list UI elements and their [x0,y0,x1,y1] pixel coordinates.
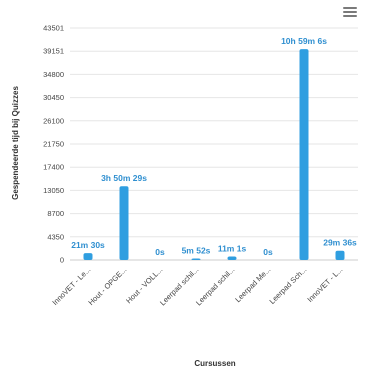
x-tick-label: Leerpad schil... [194,265,236,307]
bar[interactable] [83,253,93,260]
bar[interactable] [119,186,129,260]
data-labels: 21m 30s 3h 50m 29s 0s 5m 52s 11m 1s 0s 10h 59m… [71,36,357,257]
y-tick-label: 26100 [43,116,64,125]
bar[interactable] [227,256,237,260]
data-label: 5m 52s [182,245,211,255]
y-tick-label: 13050 [43,186,64,195]
y-tick-label: 43501 [43,24,64,33]
x-axis-title: Cursussen [194,359,235,368]
y-axis-ticks: 0 4350 8700 13050 17400 21750 26100 30450 34800 3… [43,24,64,265]
gridlines [70,27,358,261]
bar[interactable] [191,258,201,260]
bar[interactable] [299,49,309,260]
y-axis-title: Gespendeerde tijd bij Quizzes [11,86,20,200]
y-tick-label: 30450 [43,93,64,102]
bars [83,49,345,260]
y-tick-label: 8700 [47,209,64,218]
y-tick-label: 34800 [43,70,64,79]
data-label: 0s [155,247,165,257]
data-label: 29m 36s [323,238,357,248]
x-tick-label: Leerpad Sch... [268,265,309,306]
x-tick-label: InnoVET - L... [305,265,344,304]
y-tick-label: 21750 [43,140,64,149]
data-label: 21m 30s [71,240,105,250]
y-tick-label: 0 [60,256,64,265]
y-tick-label: 4350 [47,232,64,241]
y-tick-label: 17400 [43,163,64,172]
y-tick-label: 39151 [43,47,64,56]
x-tick-label: Hout - VOLL... [124,265,164,305]
x-tick-label: Hout - OPGE... [86,265,128,307]
data-label: 10h 59m 6s [281,36,327,46]
x-axis-ticks: InnoVET - Le...Hout - OPGE...Hout - VOLL… [50,265,344,307]
data-label: 0s [263,247,273,257]
hamburger-menu-icon[interactable] [341,5,359,19]
bar[interactable] [335,250,345,260]
data-label: 3h 50m 29s [101,173,147,183]
x-tick-label: Leerpad Me... [233,265,272,304]
data-label: 11m 1s [218,243,247,253]
